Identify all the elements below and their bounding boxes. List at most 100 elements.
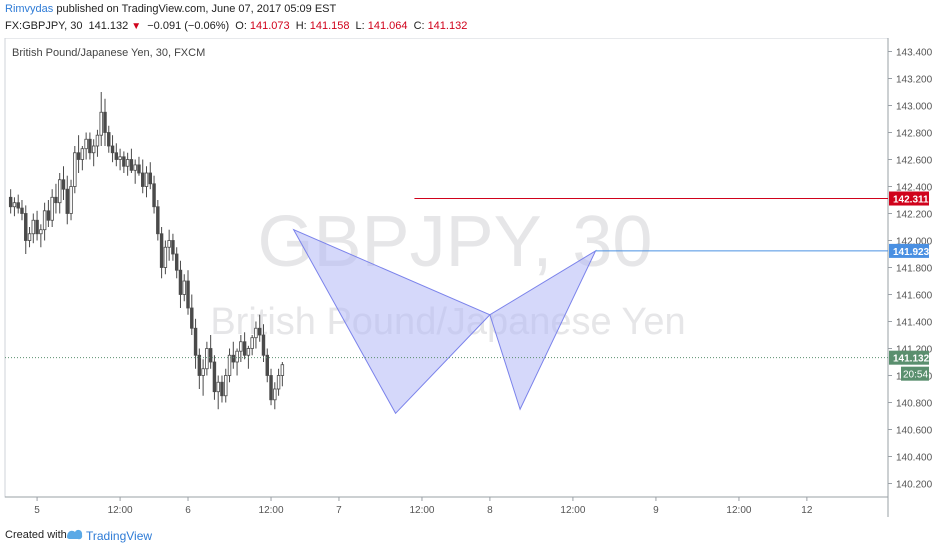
plot-frame [4, 38, 889, 498]
y-tick-label: 141.200 [896, 345, 932, 356]
tradingview-logo-icon[interactable] [66, 527, 84, 541]
candle-body [46, 210, 51, 221]
candle-body [280, 364, 285, 376]
candle-body [84, 138, 88, 150]
candle-body [103, 111, 107, 133]
tradingview-brand[interactable]: TradingView [86, 529, 153, 543]
candle-body [159, 233, 164, 268]
candle-body [250, 337, 254, 349]
candle-body [141, 172, 145, 187]
candle-body [99, 111, 103, 136]
y-tick-label: 143.200 [896, 75, 932, 86]
y-tick-label: 142.400 [896, 183, 932, 194]
candle-body [110, 145, 115, 154]
high-label: H: [295, 20, 307, 32]
candle-body [148, 172, 153, 185]
author-link[interactable]: Rimvydas [5, 3, 54, 15]
y-tick-label: 141.400 [896, 318, 932, 329]
candle-body [42, 210, 47, 231]
y-tick-label: 141.800 [896, 264, 932, 275]
candle-body [152, 183, 156, 208]
candle-body [39, 229, 43, 235]
candle-body [80, 148, 85, 160]
candle-body [27, 233, 32, 241]
candle-body [265, 354, 269, 376]
change-value: −0.091 (−0.06%) [147, 20, 230, 32]
candle-body [171, 240, 175, 255]
countdown-badge [901, 366, 929, 381]
last-price-label: 141.132 [893, 354, 930, 365]
candle-body [186, 280, 190, 309]
down-arrow-icon: ▼ [131, 21, 142, 32]
candle-body [208, 348, 213, 363]
publish-text: published on TradingView.com, June 07, 2… [56, 3, 337, 15]
x-tick-label: 12:00 [726, 505, 751, 516]
candle-body [167, 240, 171, 248]
chart-title: British Pound/Japanese Yen, 30, FXCM [12, 47, 205, 59]
y-tick-label: 140.800 [896, 399, 932, 410]
close-value: 141.132 [427, 20, 468, 32]
y-tick-label: 140.600 [896, 426, 932, 437]
candle-body [156, 206, 160, 235]
candle-body [239, 341, 243, 352]
candle-body [190, 307, 194, 329]
x-tick-label: 9 [653, 505, 659, 516]
symbol-label: FX:GBPJPY, 30 [5, 20, 83, 32]
y-tick-label: 140.400 [896, 453, 932, 464]
level-badge-1 [889, 191, 929, 206]
candle-body [12, 202, 17, 208]
candle-body [125, 159, 130, 167]
candle-body [35, 219, 39, 235]
chart-header: Rimvydas published on TradingView.com, J… [0, 0, 932, 38]
candle-body [114, 152, 119, 160]
y-tick-label: 142.200 [896, 210, 932, 221]
level-badge-label-1: 142.311 [893, 195, 929, 206]
candle-body [69, 186, 73, 214]
y-tick-label: 140.200 [896, 480, 932, 491]
candle-body [57, 179, 62, 204]
candle-body [182, 280, 186, 295]
last-price-badge [889, 350, 929, 365]
publish-line: Rimvydas published on TradingView.com, J… [5, 3, 336, 15]
candle-body [144, 172, 149, 187]
low-value: 141.064 [367, 20, 408, 32]
candle-body [31, 219, 36, 235]
level-badge-2 [889, 243, 929, 258]
pattern-triangle-2 [489, 249, 597, 411]
candle-body [224, 375, 228, 397]
candle-body [246, 348, 251, 356]
candle-body [76, 152, 81, 160]
close-label: C: [413, 20, 425, 32]
candle-body [129, 159, 134, 171]
countdown-label: 20:54 [903, 370, 928, 381]
candle-body [178, 269, 183, 295]
ohlc-line: FX:GBPJPY, 30 141.132 ▼ −0.091 (−0.06%) O… [5, 20, 470, 32]
created-with-text: Created with [5, 529, 67, 541]
candle-body [73, 152, 77, 187]
candle-body [269, 375, 273, 401]
candle-body [54, 196, 58, 204]
candle-body [174, 253, 179, 271]
candle-body [133, 164, 137, 171]
candle-body [220, 381, 224, 397]
last-value: 141.132 [88, 20, 129, 32]
candle-body [107, 132, 111, 147]
candle-body [242, 341, 247, 356]
candle-body [95, 134, 100, 147]
candle-body [201, 368, 205, 376]
x-tick-label: 12 [801, 505, 813, 516]
candle-body [231, 354, 236, 363]
candle-body [24, 213, 28, 241]
candle-body [16, 202, 20, 209]
x-tick-label: 12:00 [259, 505, 284, 516]
candle-body [61, 179, 66, 190]
open-value: 141.073 [249, 20, 290, 32]
candle-body [91, 145, 96, 154]
candle-body [235, 350, 239, 363]
candle-body [8, 196, 13, 208]
candle-body [216, 381, 220, 393]
x-tick-label: 5 [34, 505, 40, 516]
candle-body [212, 361, 217, 393]
candle-body [20, 207, 24, 214]
